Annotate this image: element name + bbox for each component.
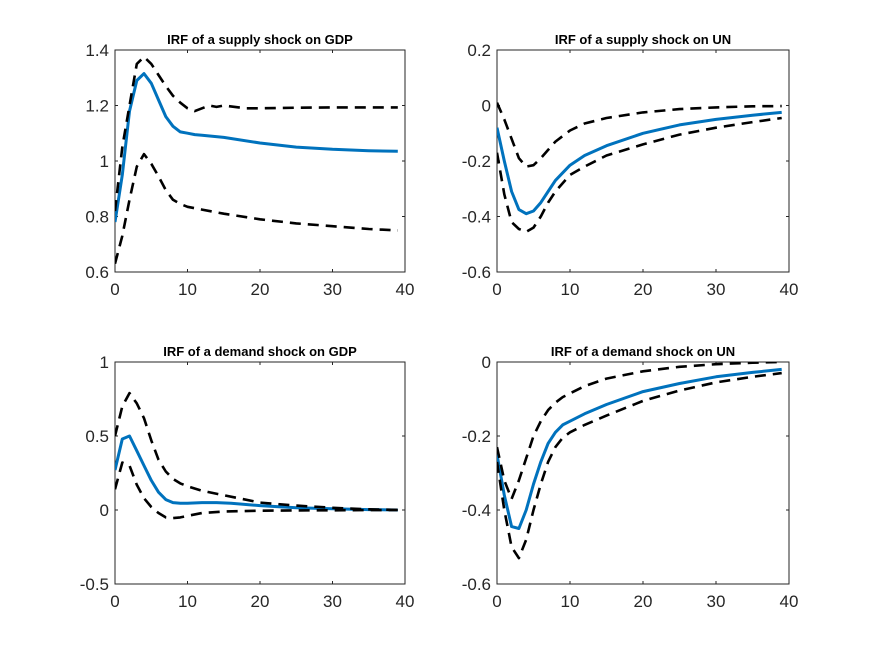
x-tick-label: 0 (492, 280, 501, 299)
panel-supply-un: 0 10 20 30 40 -0.6 -0.4 -0.2 0 0.2 IRF of a supply… (462, 32, 799, 299)
panel-title: IRF of a supply shock on GDP (167, 32, 353, 47)
x-tick-label: 20 (634, 592, 653, 611)
y-tick-label: 0.6 (85, 263, 109, 282)
axes-box (114, 361, 406, 585)
x-tick-label: 40 (396, 280, 415, 299)
axes-box (496, 361, 790, 585)
irf-line (115, 434, 398, 512)
lower-band-line (115, 152, 398, 265)
x-tick-label: 20 (251, 280, 270, 299)
y-tick-label: -0.6 (462, 263, 491, 282)
irf-line (115, 72, 398, 223)
x-tick-label: 30 (707, 592, 726, 611)
upper-band-line (497, 102, 782, 168)
x-tick-label: 30 (323, 280, 342, 299)
irf-line (497, 110, 782, 216)
y-tick-label: 0 (482, 353, 491, 372)
lower-band-line (497, 371, 782, 560)
y-tick-label: -0.2 (462, 152, 491, 171)
y-tick-label: 1.4 (85, 41, 109, 60)
panel-supply-gdp: 0 10 20 30 40 0.6 0.8 1 1.2 1.4 IRF of a supply sh… (85, 32, 414, 299)
x-tick-label: 10 (561, 280, 580, 299)
panel-demand-un: 0 10 20 30 40 -0.6 -0.4 -0.2 0 IRF of a demand sh… (462, 344, 799, 611)
x-tick-label: 10 (178, 592, 197, 611)
upper-band-line (115, 391, 398, 512)
y-tick-label: 0 (100, 501, 109, 520)
x-tick-label: 40 (396, 592, 415, 611)
axes-box (496, 49, 790, 273)
y-tick-label: -0.6 (462, 575, 491, 594)
y-tick-label: 0.8 (85, 208, 109, 227)
y-tick-label: 0.2 (467, 41, 491, 60)
x-tick-label: 20 (251, 592, 270, 611)
x-tick-label: 40 (780, 592, 799, 611)
lower-band-line (115, 461, 398, 520)
x-tick-label: 0 (110, 592, 119, 611)
y-tick-label: -0.2 (462, 427, 491, 446)
axes-box (114, 49, 406, 273)
y-tick-label: -0.5 (80, 575, 109, 594)
panel-title: IRF of a demand shock on UN (551, 344, 735, 359)
panel-title: IRF of a supply shock on UN (555, 32, 731, 47)
x-tick-label: 30 (707, 280, 726, 299)
y-tick-label: 1 (100, 152, 109, 171)
x-tick-label: 30 (323, 592, 342, 611)
upper-band-line (497, 362, 782, 501)
panel-title: IRF of a demand shock on GDP (163, 344, 357, 359)
y-tick-label: -0.4 (462, 501, 491, 520)
y-tick-label: 0 (482, 97, 491, 116)
lower-band-line (497, 116, 782, 234)
x-tick-label: 0 (110, 280, 119, 299)
y-tick-label: -0.4 (462, 208, 491, 227)
y-tick-label: 1.2 (85, 97, 109, 116)
y-tick-label: 1 (100, 353, 109, 372)
x-tick-label: 0 (492, 592, 501, 611)
upper-band-line (115, 55, 398, 212)
x-tick-label: 10 (561, 592, 580, 611)
x-tick-label: 40 (780, 280, 799, 299)
x-tick-label: 10 (178, 280, 197, 299)
x-tick-label: 20 (634, 280, 653, 299)
irf-line (497, 367, 782, 530)
y-tick-label: 0.5 (85, 427, 109, 446)
